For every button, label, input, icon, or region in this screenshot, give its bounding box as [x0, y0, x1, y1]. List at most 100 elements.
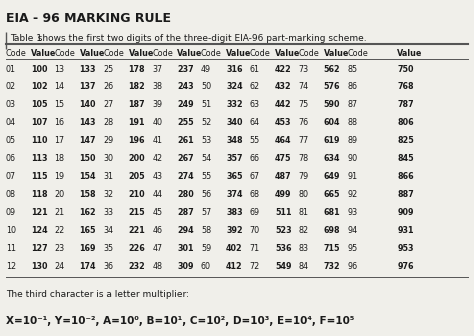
Text: 432: 432	[275, 82, 292, 91]
Text: 86: 86	[347, 82, 357, 91]
Text: 14: 14	[55, 82, 64, 91]
Text: 255: 255	[177, 118, 194, 127]
Text: 115: 115	[31, 172, 47, 181]
Text: 274: 274	[177, 172, 194, 181]
Text: 79: 79	[299, 172, 309, 181]
Text: Value: Value	[177, 49, 203, 58]
Text: 511: 511	[275, 208, 292, 217]
Text: 107: 107	[31, 118, 47, 127]
Text: Value: Value	[31, 49, 56, 58]
Text: 698: 698	[324, 226, 340, 235]
Text: 33: 33	[103, 208, 113, 217]
Text: 750: 750	[397, 65, 414, 74]
Text: 70: 70	[250, 226, 260, 235]
Text: 24: 24	[55, 262, 64, 271]
Text: Code: Code	[6, 49, 27, 58]
Text: 61: 61	[250, 65, 260, 74]
Text: 976: 976	[397, 262, 414, 271]
Text: 261: 261	[177, 136, 194, 145]
Text: 634: 634	[324, 155, 340, 163]
Text: 619: 619	[324, 136, 340, 145]
Text: 27: 27	[103, 100, 114, 110]
Text: 55: 55	[250, 136, 260, 145]
Text: 909: 909	[397, 208, 414, 217]
Text: 127: 127	[31, 244, 47, 253]
Text: 102: 102	[31, 82, 47, 91]
Text: 11: 11	[6, 244, 16, 253]
Text: 143: 143	[80, 118, 96, 127]
Text: 499: 499	[275, 190, 292, 199]
Text: 169: 169	[80, 244, 96, 253]
Text: 210: 210	[128, 190, 145, 199]
Text: 82: 82	[299, 226, 309, 235]
Text: 237: 237	[177, 65, 194, 74]
Text: 182: 182	[128, 82, 145, 91]
Text: 187: 187	[128, 100, 145, 110]
Text: 464: 464	[275, 136, 292, 145]
Text: Value: Value	[226, 49, 252, 58]
Text: 60: 60	[201, 262, 211, 271]
Text: 147: 147	[80, 136, 96, 145]
Text: Code: Code	[250, 49, 271, 58]
Text: 52: 52	[201, 118, 211, 127]
Text: 19: 19	[55, 172, 64, 181]
Text: 158: 158	[80, 190, 96, 199]
Text: 50: 50	[201, 82, 211, 91]
Text: 316: 316	[226, 65, 243, 74]
Text: Code: Code	[55, 49, 75, 58]
Text: 73: 73	[299, 65, 309, 74]
Text: 53: 53	[201, 136, 211, 145]
Text: 64: 64	[250, 118, 260, 127]
Text: 953: 953	[397, 244, 414, 253]
Text: 71: 71	[250, 244, 260, 253]
Text: 88: 88	[347, 118, 357, 127]
Text: 130: 130	[31, 262, 47, 271]
Text: 422: 422	[275, 65, 292, 74]
Text: 13: 13	[55, 65, 64, 74]
Text: 562: 562	[324, 65, 340, 74]
Text: 67: 67	[250, 172, 260, 181]
Text: 68: 68	[250, 190, 260, 199]
Text: 154: 154	[80, 172, 96, 181]
Text: 232: 232	[128, 262, 145, 271]
Text: 845: 845	[397, 155, 414, 163]
Text: 89: 89	[347, 136, 357, 145]
Text: 32: 32	[103, 190, 113, 199]
Text: 38: 38	[152, 82, 162, 91]
Text: Code: Code	[347, 49, 368, 58]
Text: 20: 20	[55, 190, 64, 199]
Text: 56: 56	[201, 190, 211, 199]
Text: 77: 77	[299, 136, 309, 145]
Text: 249: 249	[177, 100, 194, 110]
Text: 267: 267	[177, 155, 194, 163]
Text: 287: 287	[177, 208, 194, 217]
Text: 96: 96	[347, 262, 357, 271]
Text: 84: 84	[299, 262, 309, 271]
Text: 649: 649	[324, 172, 340, 181]
Text: 150: 150	[80, 155, 96, 163]
Text: 100: 100	[31, 65, 47, 74]
Text: 137: 137	[80, 82, 96, 91]
Text: 309: 309	[177, 262, 194, 271]
Text: 604: 604	[324, 118, 340, 127]
Text: 26: 26	[103, 82, 113, 91]
Text: 04: 04	[6, 118, 16, 127]
Text: 22: 22	[55, 226, 65, 235]
Text: 80: 80	[299, 190, 309, 199]
Text: 28: 28	[103, 118, 113, 127]
Text: 78: 78	[299, 155, 309, 163]
Text: 374: 374	[226, 190, 243, 199]
Text: shows the first two digits of the three-digit EIA-96 part-marking scheme.: shows the first two digits of the three-…	[32, 34, 367, 43]
Text: 02: 02	[6, 82, 16, 91]
Text: 487: 487	[275, 172, 292, 181]
Text: 40: 40	[152, 118, 162, 127]
Text: 412: 412	[226, 262, 243, 271]
Text: 140: 140	[80, 100, 96, 110]
Text: 47: 47	[152, 244, 162, 253]
Text: 54: 54	[201, 155, 211, 163]
Text: 10: 10	[6, 226, 16, 235]
Text: 12: 12	[6, 262, 16, 271]
Text: 39: 39	[152, 100, 162, 110]
Text: 62: 62	[250, 82, 260, 91]
Text: 58: 58	[201, 226, 211, 235]
